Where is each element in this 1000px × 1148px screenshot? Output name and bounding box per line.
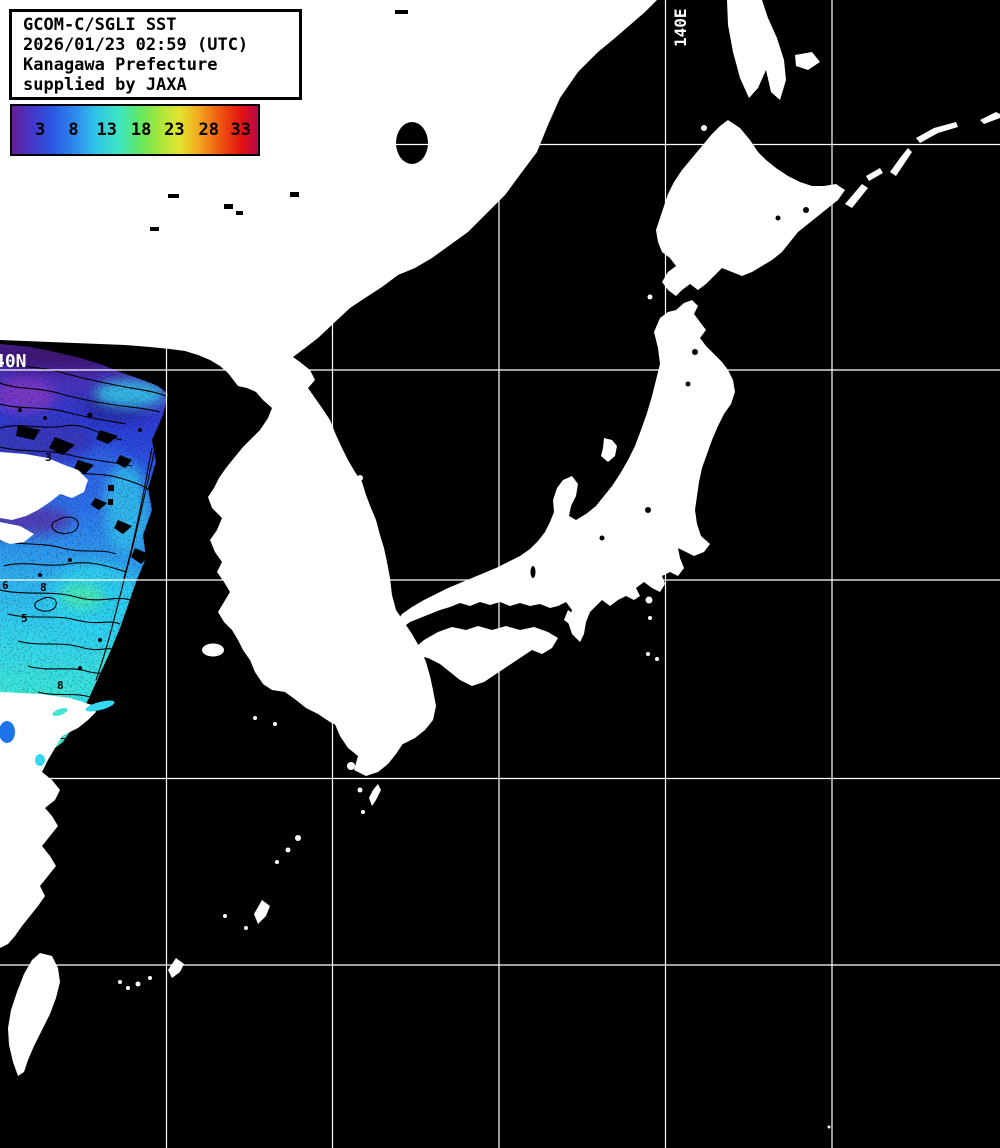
island-shikoku [412,626,558,686]
landmass-shandong [0,452,88,520]
title-box: GCOM-C/SGLI SST 2026/01/23 02:59 (UTC) K… [9,9,302,100]
svg-text:3: 3 [45,451,52,464]
landmass-china-coast [0,692,96,948]
colorbar-tick: 23 [164,120,185,140]
svg-text:6: 6 [2,579,9,592]
small-islands [202,125,831,1129]
datetime-label: 2026/01/23 02:59 (UTC) [23,35,249,55]
island-kyushu [315,643,413,776]
contour-value-labels: 3 6 8 5 8 [2,451,64,692]
coastal-sst-pixels [0,700,115,766]
lake-khanka [396,122,428,164]
island-taiwan [8,953,60,1076]
colorbar-tick: 3 [35,120,46,140]
credit-label: supplied by JAXA [23,75,187,95]
longitude-label-140e: 140E [671,8,690,47]
svg-text:5: 5 [21,612,28,625]
island-sado [601,438,617,462]
region-label: Kanagawa Prefecture [23,55,218,75]
sst-contours [0,361,167,742]
kuril-islands [845,112,1000,208]
product-title: GCOM-C/SGLI SST [23,15,177,35]
island-hokkaido [656,120,845,296]
latitude-label-40n: 40N [0,351,27,372]
colorbar-tick: 28 [198,120,220,140]
colorbar-tick: 13 [96,120,117,140]
landmass-asia-korea [0,0,657,744]
ryukyu-islands [118,835,301,990]
colorbar-tick: 18 [130,120,152,140]
landmass-sakhalin [727,0,786,100]
svg-text:8: 8 [57,679,64,692]
temperature-colorbar: 3 8 13 18 23 28 33 [10,104,260,156]
colorbar-tick: 8 [68,120,79,140]
island-honshu [396,300,735,642]
inland-details [150,10,809,578]
colorbar-tick: 33 [230,120,252,140]
island-awaji [564,610,576,626]
svg-text:8: 8 [40,581,47,594]
